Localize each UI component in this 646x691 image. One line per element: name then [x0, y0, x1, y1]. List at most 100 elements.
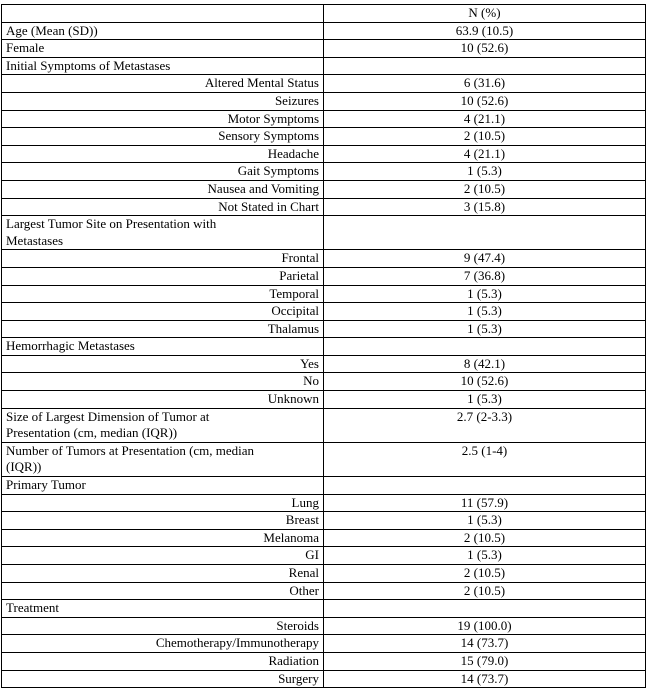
row-value: 15 (79.0): [323, 651, 646, 671]
row-value: 4 (21.1): [323, 144, 646, 164]
row-label: Temporal: [1, 284, 324, 304]
row-value: 4 (21.1): [323, 109, 646, 129]
row-value: 2 (10.5): [323, 564, 646, 583]
row-label: Parietal: [1, 266, 324, 286]
table-row: Headache 4 (21.1): [1, 144, 646, 164]
row-value: [323, 476, 646, 495]
table-row: Parietal 7 (36.8): [1, 266, 646, 286]
row-value: 2 (10.5): [323, 581, 646, 601]
row-label: Seizures: [1, 91, 324, 111]
row-value: 2.5 (1-4): [323, 441, 646, 478]
row-value: 2.7 (2-3.3): [323, 407, 646, 443]
table-row: Lung 11 (57.9): [1, 493, 646, 513]
table-row: Seizures 10 (52.6): [1, 91, 646, 111]
row-value: [323, 215, 646, 251]
row-label: Sensory Symptoms: [1, 127, 324, 146]
row-value: 1 (5.3): [323, 284, 646, 304]
row-label: Treatment: [1, 599, 324, 618]
table-row: Size of Largest Dimension of Tumor at Pr…: [1, 407, 646, 443]
table-row: Chemotherapy/Immunotherapy 14 (73.7): [1, 634, 646, 653]
row-value: 10 (52.6): [323, 91, 646, 111]
row-label: Radiation: [1, 651, 324, 671]
table-row: Thalamus 1 (5.3): [1, 319, 646, 339]
row-label: Largest Tumor Site on Presentation with …: [1, 215, 324, 251]
row-value: 1 (5.3): [323, 302, 646, 321]
table-row: No 10 (52.6): [1, 372, 646, 392]
table-row: Surgery 14 (73.7): [1, 669, 646, 689]
table-row: Primary Tumor: [1, 476, 646, 495]
row-value: 14 (73.7): [323, 669, 646, 689]
table-row: Unknown 1 (5.3): [1, 390, 646, 409]
table-row: Gait Symptoms 1 (5.3): [1, 162, 646, 181]
table-row: Initial Symptoms of Metastases: [1, 56, 646, 76]
row-value: 10 (52.6): [323, 39, 646, 58]
table-row: Not Stated in Chart 3 (15.8): [1, 197, 646, 217]
header-characteristic-cell: [1, 4, 324, 23]
row-label: Frontal: [1, 249, 324, 268]
row-label: Lung: [1, 493, 324, 513]
row-label: Chemotherapy/Immunotherapy: [1, 634, 324, 653]
row-label: No: [1, 372, 324, 392]
table-body: Age (Mean (SD)) 63.9 (10.5) Female 10 (5…: [1, 21, 646, 689]
row-value: 2 (10.5): [323, 179, 646, 199]
row-label: Size of Largest Dimension of Tumor at Pr…: [1, 407, 324, 443]
table-row: Sensory Symptoms 2 (10.5): [1, 127, 646, 146]
row-label: Unknown: [1, 390, 324, 409]
table-row: Treatment: [1, 599, 646, 618]
row-value: [323, 337, 646, 356]
table-row: Altered Mental Status 6 (31.6): [1, 74, 646, 93]
table-row: Hemorrhagic Metastases: [1, 337, 646, 356]
patient-characteristics-table: N (%) Age (Mean (SD)) 63.9 (10.5) Female…: [1, 4, 646, 689]
row-label: Altered Mental Status: [1, 74, 324, 93]
row-label: Primary Tumor: [1, 476, 324, 495]
row-label: Steroids: [1, 616, 324, 636]
row-label: Age (Mean (SD)): [1, 21, 324, 41]
row-value: 63.9 (10.5): [323, 21, 646, 41]
row-value: 6 (31.6): [323, 74, 646, 93]
table-row: Temporal 1 (5.3): [1, 284, 646, 304]
row-label: Female: [1, 39, 324, 58]
row-label: Number of Tumors at Presentation (cm, me…: [1, 441, 324, 478]
table-header-row: N (%): [1, 4, 646, 23]
table-row: Melanoma 2 (10.5): [1, 528, 646, 548]
row-label: Yes: [1, 354, 324, 374]
row-value: [323, 599, 646, 618]
table-row: Number of Tumors at Presentation (cm, me…: [1, 441, 646, 478]
table-row: Occipital 1 (5.3): [1, 302, 646, 321]
table-row: Nausea and Vomiting 2 (10.5): [1, 179, 646, 199]
row-label: Hemorrhagic Metastases: [1, 337, 324, 356]
table-row: Age (Mean (SD)) 63.9 (10.5): [1, 21, 646, 41]
row-label: Not Stated in Chart: [1, 197, 324, 217]
row-label: Motor Symptoms: [1, 109, 324, 129]
table-row: GI 1 (5.3): [1, 546, 646, 565]
row-label: Renal: [1, 564, 324, 583]
row-value: 2 (10.5): [323, 528, 646, 548]
table-row: Largest Tumor Site on Presentation with …: [1, 215, 646, 251]
table-row: Radiation 15 (79.0): [1, 651, 646, 671]
row-label: Occipital: [1, 302, 324, 321]
row-value: 11 (57.9): [323, 493, 646, 513]
header-n-percent-cell: N (%): [323, 4, 646, 23]
row-label: GI: [1, 546, 324, 565]
row-value: 9 (47.4): [323, 249, 646, 268]
row-label: Surgery: [1, 669, 324, 689]
table-row: Steroids 19 (100.0): [1, 616, 646, 636]
table-row: Breast 1 (5.3): [1, 511, 646, 530]
row-label: Melanoma: [1, 528, 324, 548]
table-row: Frontal 9 (47.4): [1, 249, 646, 268]
row-value: 3 (15.8): [323, 197, 646, 217]
row-value: 1 (5.3): [323, 162, 646, 181]
row-value: 1 (5.3): [323, 546, 646, 565]
row-label: Headache: [1, 144, 324, 164]
row-value: 7 (36.8): [323, 266, 646, 286]
table-row: Renal 2 (10.5): [1, 564, 646, 583]
row-label: Other: [1, 581, 324, 601]
row-value: 8 (42.1): [323, 354, 646, 374]
row-label: Gait Symptoms: [1, 162, 324, 181]
row-value: 10 (52.6): [323, 372, 646, 392]
row-value: 2 (10.5): [323, 127, 646, 146]
row-label: Initial Symptoms of Metastases: [1, 56, 324, 76]
table-row: Other 2 (10.5): [1, 581, 646, 601]
row-value: [323, 56, 646, 76]
